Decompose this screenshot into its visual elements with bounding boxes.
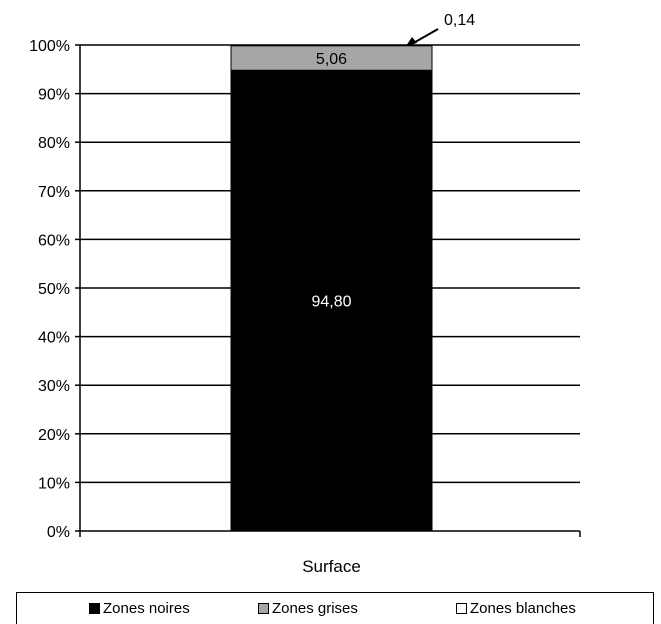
callout-arrow-head: [406, 37, 417, 46]
y-tick-label: 80%: [38, 135, 70, 152]
y-tick-label: 100%: [29, 38, 70, 55]
legend-label: Zones grises: [272, 600, 358, 617]
y-tick-label: 10%: [38, 475, 70, 492]
legend-item-zones-grises: Zones grises: [258, 600, 358, 617]
y-tick-label: 20%: [38, 427, 70, 444]
y-tick-label: 50%: [38, 281, 70, 298]
legend-item-zones-noires: Zones noires: [89, 600, 190, 617]
y-tick-label: 60%: [38, 232, 70, 249]
legend-label: Zones blanches: [470, 600, 576, 617]
y-tick-label: 40%: [38, 330, 70, 347]
y-tick-labels: 0% 10% 20% 30% 40% 50% 60% 70% 80% 90% 100%: [29, 38, 70, 541]
bar-segment-zones-noires: [231, 70, 432, 531]
axes: [79, 45, 580, 532]
y-tick-label: 30%: [38, 378, 70, 395]
y-tick-label: 90%: [38, 87, 70, 104]
legend-swatch-gray: [258, 603, 269, 614]
y-tick-label: 0%: [47, 524, 70, 541]
data-label-zones-blanches: 0,14: [444, 12, 475, 29]
category-label: Surface: [302, 557, 361, 576]
data-label-zones-noires: 94,80: [311, 294, 351, 311]
legend-label: Zones noires: [103, 600, 190, 617]
chart-svg: 0% 10% 20% 30% 40% 50% 60% 70% 80% 90% 100% 94,80 5…: [29, 12, 581, 576]
y-tick-label: 70%: [38, 184, 70, 201]
data-label-zones-grises: 5,06: [316, 51, 347, 68]
legend-swatch-white: [456, 603, 467, 614]
bars: [230, 44, 433, 532]
bar-segment-zones-grises: [230, 45, 433, 71]
legend-swatch-black: [89, 603, 100, 614]
data-labels: 94,80 5,06 0,14: [311, 12, 475, 311]
legend: Zones noires Zones grises Zones blanches: [16, 592, 654, 624]
legend-item-zones-blanches: Zones blanches: [456, 600, 576, 617]
